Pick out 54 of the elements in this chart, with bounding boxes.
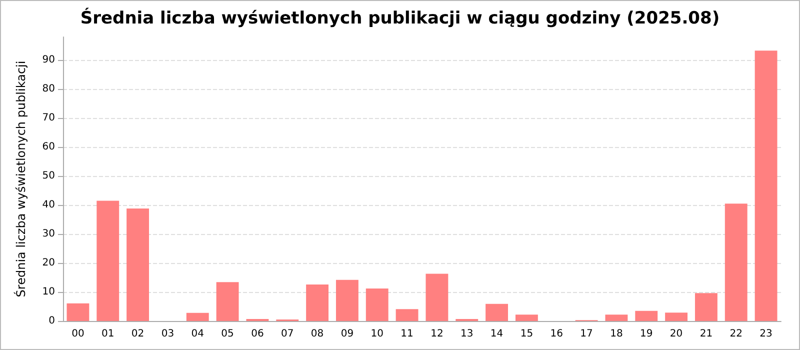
y-tick-label: 10 (42, 286, 55, 298)
x-tick-label: 06 (251, 328, 264, 340)
y-tick-label: 50 (42, 170, 55, 182)
x-tick-label: 01 (102, 328, 114, 340)
x-tick-label: 19 (640, 328, 653, 340)
bar (96, 200, 120, 321)
bar (694, 293, 718, 321)
x-tick-label: 18 (610, 328, 623, 340)
bar (216, 282, 239, 321)
x-tick-label: 10 (370, 328, 384, 340)
y-axis-title: Średnia liczba wyświetlonych publikacji (13, 60, 28, 298)
x-tick-label: 04 (191, 328, 204, 340)
x-tick-label: 00 (72, 328, 84, 340)
x-tick-label: 13 (460, 328, 474, 340)
x-tick-label: 15 (520, 328, 534, 340)
x-tick-label: 16 (550, 328, 563, 340)
bar (515, 314, 538, 321)
x-tick-label: 20 (670, 328, 683, 340)
bar (665, 312, 688, 321)
y-tick-label: 20 (42, 258, 55, 269)
bar (306, 284, 329, 321)
x-tick-label: 14 (490, 328, 504, 340)
y-tick-label: 30 (42, 228, 55, 240)
x-tick-label: 02 (131, 328, 144, 340)
bar (605, 314, 628, 321)
x-tick-label: 21 (700, 328, 713, 340)
bar (724, 204, 748, 321)
x-tick-label: 03 (161, 328, 174, 340)
x-tick-label: 07 (281, 328, 294, 340)
bar (635, 310, 658, 321)
x-tick-label: 12 (430, 328, 444, 340)
bar (186, 312, 209, 321)
y-tick-label: 90 (42, 54, 55, 66)
y-tick-label: 40 (42, 200, 55, 211)
x-tick-label: 08 (310, 328, 324, 340)
x-tick-label: 05 (221, 328, 234, 340)
x-tick-label: 23 (760, 328, 772, 340)
x-tick-label: 22 (730, 328, 742, 340)
y-tick-label: 0 (48, 316, 55, 326)
bar (366, 288, 388, 321)
bar (126, 208, 150, 321)
bar (336, 280, 358, 321)
bar (66, 303, 90, 321)
chart-title: Średnia liczba wyświetlonych publikacji w ciągu godziny (2025.08) (80, 8, 720, 28)
y-tick-label: 70 (42, 112, 55, 124)
bar (754, 50, 778, 321)
y-tick-label: 80 (42, 84, 55, 95)
x-tick-label: 09 (340, 328, 354, 340)
y-tick-label: 60 (42, 142, 55, 153)
bar (396, 309, 418, 321)
bar (486, 304, 508, 321)
x-tick-label: 17 (580, 328, 593, 340)
x-tick-label: 11 (400, 328, 414, 340)
bar (426, 274, 448, 321)
